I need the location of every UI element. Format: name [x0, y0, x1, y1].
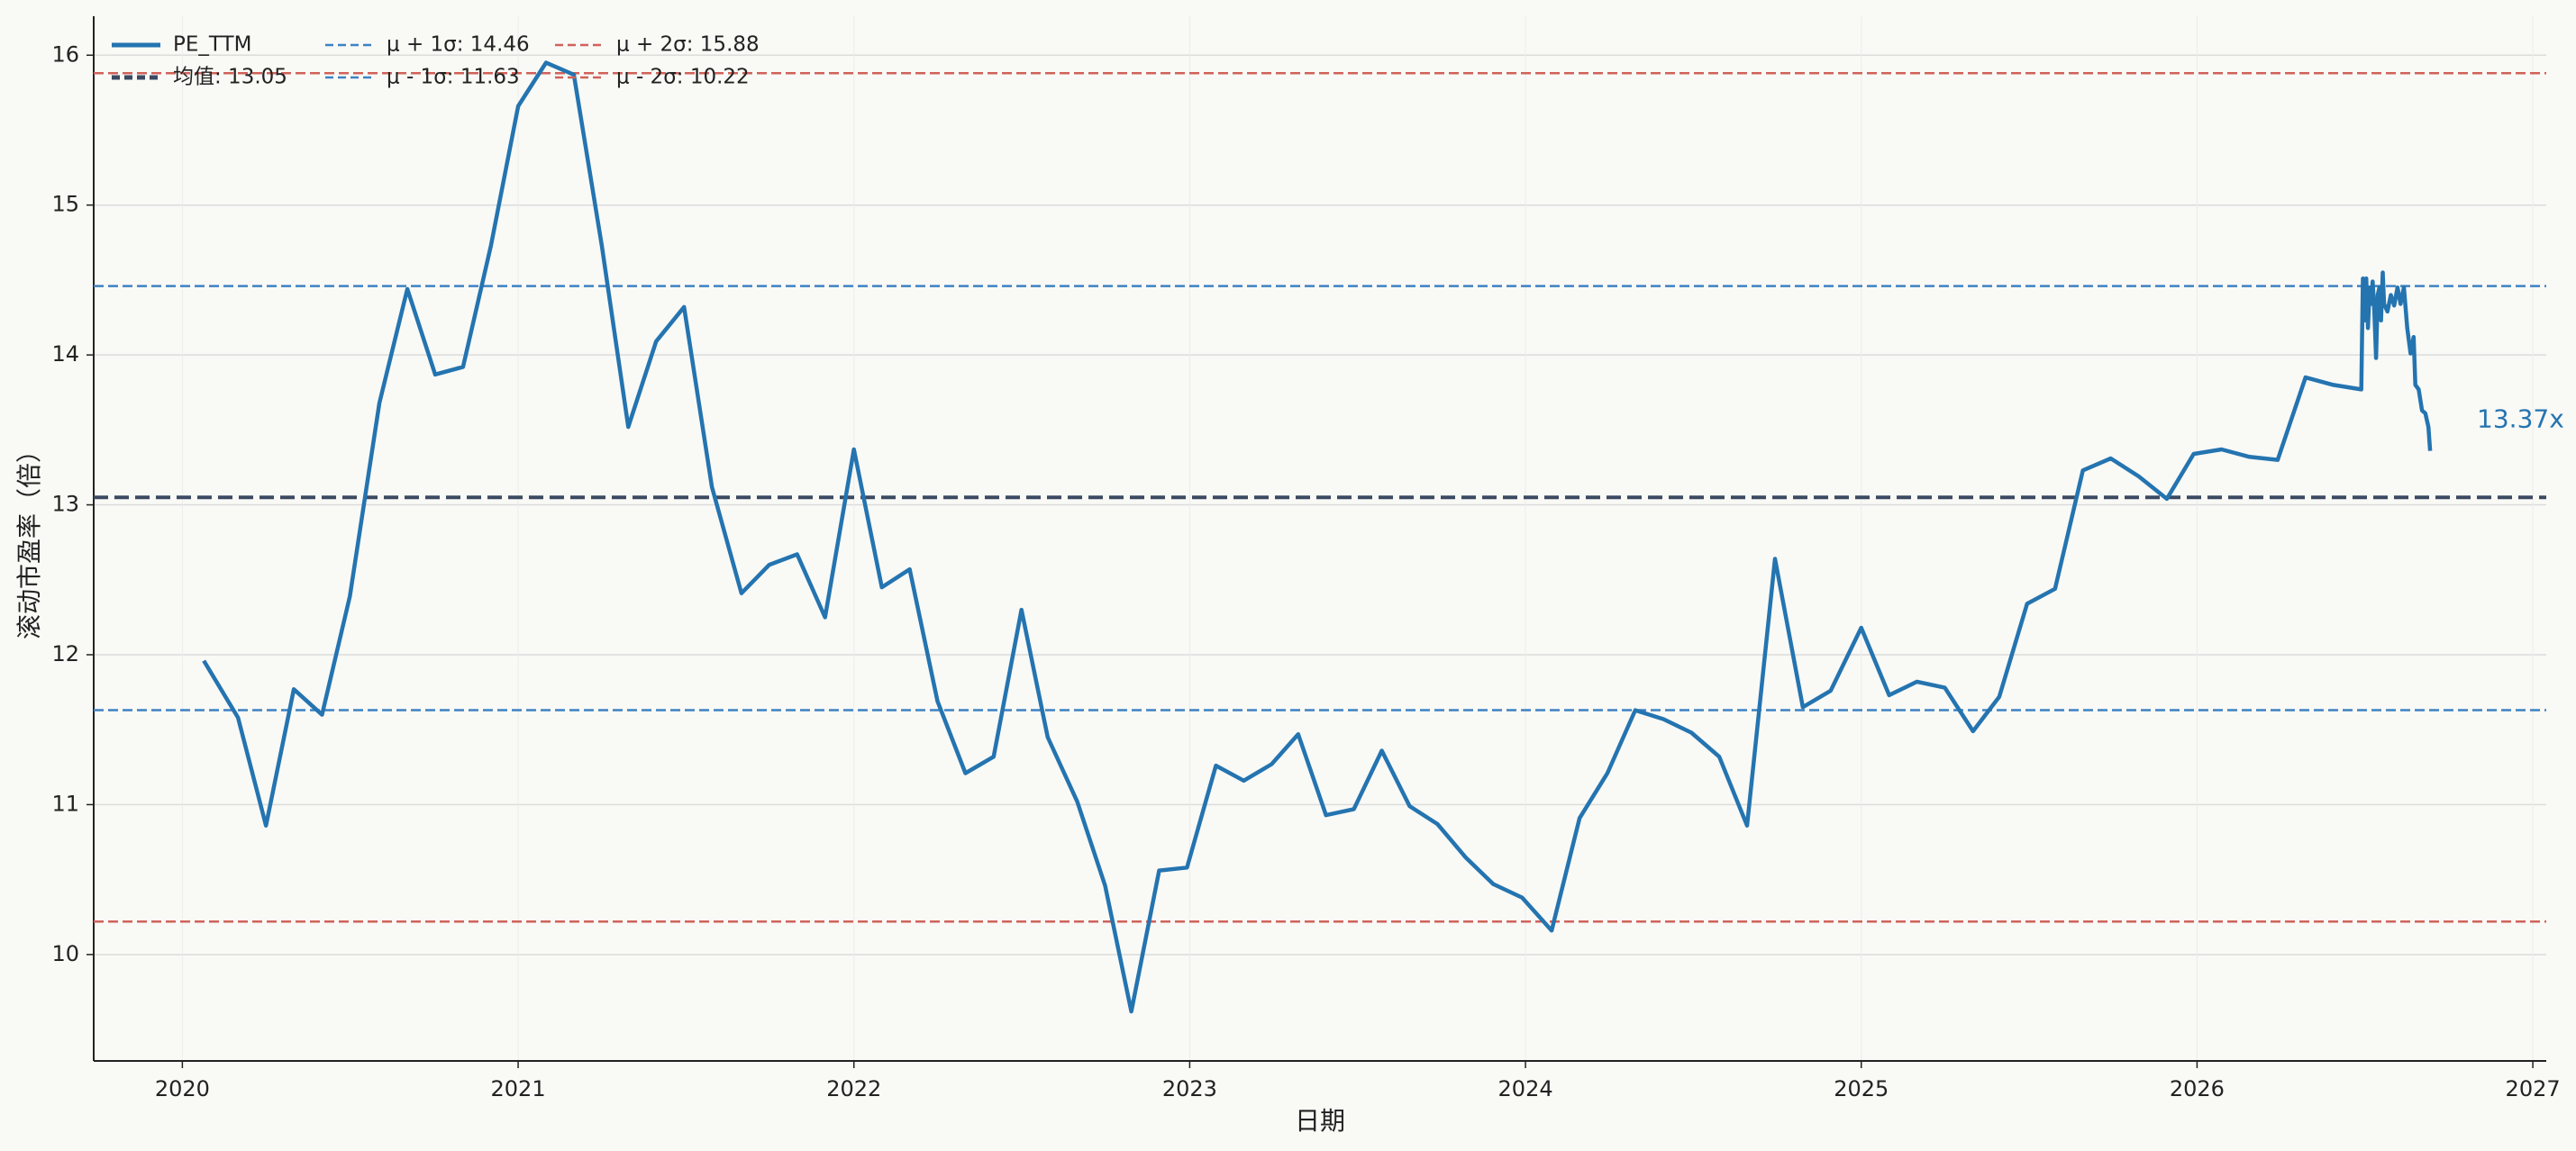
- legend-label: 均值: 13.05: [173, 66, 287, 89]
- legend-label: μ + 2σ: 15.88: [616, 33, 760, 57]
- y-tick-label: 14: [51, 341, 79, 367]
- x-axis-label: 日期: [1295, 1106, 1345, 1136]
- x-tick-label: 2026: [2170, 1076, 2225, 1101]
- y-tick-label: 15: [51, 192, 79, 217]
- x-tick-label: 2024: [1498, 1076, 1553, 1101]
- data-line: [202, 60, 2433, 1014]
- x-tick-label: 2023: [1162, 1076, 1217, 1101]
- x-tick-label: 2021: [491, 1076, 546, 1101]
- legend-label: PE_TTM: [173, 33, 251, 57]
- y-tick-label: 11: [51, 791, 79, 816]
- y-tick-label: 12: [51, 641, 79, 666]
- y-axis-label: 滚动市盈率（倍）: [14, 438, 44, 639]
- legend-label: μ - 2σ: 10.22: [616, 66, 750, 89]
- legend-label: μ + 1σ: 14.46: [387, 33, 530, 57]
- legend-label: μ - 1σ: 11.63: [387, 66, 520, 89]
- x-tick-label: 2022: [826, 1076, 881, 1101]
- y-tick-label: 10: [51, 941, 79, 966]
- y-tick-label: 13: [51, 492, 79, 517]
- x-tick-label: 2027: [2506, 1076, 2561, 1101]
- y-tick-label: 16: [51, 41, 79, 67]
- x-tick-label: 2025: [1834, 1076, 1889, 1101]
- end-annotation: 13.37x: [2477, 404, 2564, 434]
- x-tick-label: 2020: [155, 1076, 210, 1101]
